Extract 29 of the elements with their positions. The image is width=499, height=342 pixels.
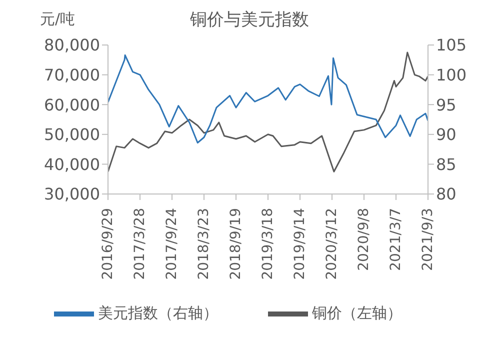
x-tick-label: 2017/9/24 [164, 208, 180, 280]
y-tick-label: 70,000 [44, 65, 100, 84]
line-series [108, 52, 428, 172]
y-tick-label: 60,000 [44, 95, 100, 114]
x-tick-label: 2019/9/14 [292, 208, 308, 280]
x-tick-label: 2020/9/8 [356, 208, 372, 271]
x-tick-label: 2021/9/3 [420, 208, 436, 271]
chart-title: 铜价与美元指数 [190, 10, 309, 30]
y2-tick-label: 90 [436, 125, 456, 144]
x-tick-label: 2016/9/29 [100, 208, 116, 280]
x-tick-label: 2018/3/23 [196, 208, 212, 280]
y-tick-label: 80,000 [44, 36, 100, 55]
line-series [108, 54, 428, 144]
x-tick-label: 2018/9/19 [228, 208, 244, 280]
y-tick-label: 50,000 [44, 125, 100, 144]
x-tick-label: 2020/3/12 [324, 208, 340, 280]
y2-tick-label: 105 [436, 36, 467, 55]
y2-tick-label: 100 [436, 65, 467, 84]
x-tick-label: 2019/3/18 [260, 208, 276, 280]
legend-label: 美元指数（右轴） [98, 304, 218, 322]
x-tick-label: 2021/3/7 [388, 208, 404, 271]
x-tick-label: 2017/3/28 [132, 208, 148, 280]
legend-label: 铜价（左轴） [312, 304, 402, 322]
y-axis-title: 元/吨 [40, 10, 76, 29]
y-tick-label: 30,000 [44, 184, 100, 204]
y2-tick-label: 85 [436, 154, 456, 174]
y-tick-label: 40,000 [44, 154, 100, 174]
y2-tick-label: 95 [436, 95, 456, 114]
y2-tick-label: 80 [436, 184, 456, 204]
